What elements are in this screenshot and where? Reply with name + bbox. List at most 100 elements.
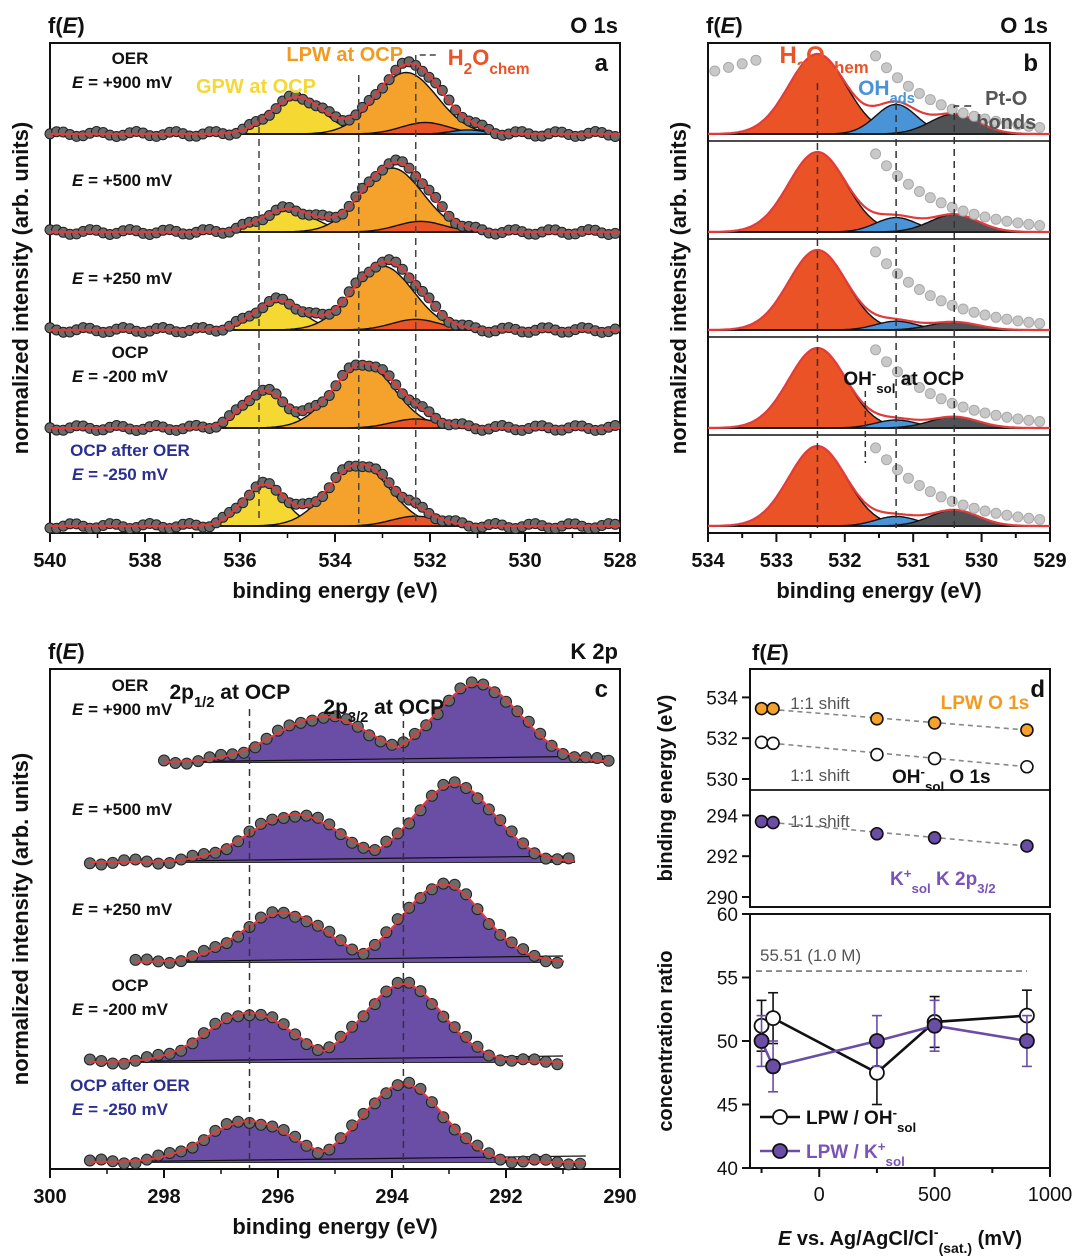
data-point xyxy=(562,852,575,865)
background-data-point xyxy=(1023,512,1035,524)
fit-envelope xyxy=(89,1083,586,1163)
background-data-point xyxy=(902,276,914,288)
background-data-point xyxy=(957,499,969,511)
data-point xyxy=(431,708,444,721)
spectrum-row: OCP after OER E = -250 mV xyxy=(44,441,621,534)
background-data-point xyxy=(1023,218,1035,230)
data-point xyxy=(539,955,552,968)
x-axis-label: E vs. Ag/AgCl/Cl-(sat.) (mV) xyxy=(778,1224,1022,1256)
data-point xyxy=(289,810,302,823)
data-point xyxy=(163,956,176,969)
data-point xyxy=(609,227,621,239)
fit-envelope xyxy=(50,462,620,528)
background-data-point xyxy=(870,148,882,160)
background-data-point xyxy=(979,407,991,419)
row-potential-label: E = +900 mV xyxy=(72,73,173,92)
x-tick-label: 534 xyxy=(691,550,725,572)
y-axis-label: concentration ratio xyxy=(655,950,677,1131)
row-label: OER xyxy=(112,676,149,695)
background-data-point xyxy=(957,303,969,315)
row-label: OCP after OER xyxy=(70,441,190,460)
data-point xyxy=(562,1158,575,1171)
row-label: OER xyxy=(112,49,149,68)
background-data-point xyxy=(935,197,947,209)
data-point xyxy=(505,825,518,838)
spectrum-row xyxy=(707,248,1050,338)
background-data-point xyxy=(1023,316,1035,328)
corner-label-core: O 1s xyxy=(1000,13,1048,38)
k2p-area xyxy=(89,984,564,1062)
background-data-point xyxy=(902,374,914,386)
background-data-point xyxy=(913,382,925,393)
data-point xyxy=(370,171,382,182)
pt-o-bonds-label: bonds xyxy=(976,112,1036,134)
data-point xyxy=(517,1053,530,1066)
background-data-point xyxy=(1001,215,1013,227)
legend-label: LPW / OH-sol xyxy=(806,1105,916,1135)
background-data-point xyxy=(1012,511,1024,523)
background-data-point xyxy=(1034,514,1046,525)
data-point xyxy=(870,826,884,841)
spectrum-row xyxy=(707,150,1050,240)
fit-envelope xyxy=(708,248,1050,332)
data-point xyxy=(414,804,427,817)
data-point xyxy=(425,998,438,1010)
data-point xyxy=(927,751,942,766)
k2p-area xyxy=(89,1084,586,1162)
y-tick-label: 55 xyxy=(717,969,738,990)
background-data-point xyxy=(935,393,947,405)
data-point xyxy=(403,272,415,284)
y-tick-label: 50 xyxy=(717,1032,738,1053)
data-point xyxy=(766,815,780,830)
background-data-point xyxy=(990,213,1002,225)
data-point xyxy=(460,1030,473,1043)
data-point xyxy=(357,101,368,113)
data-point xyxy=(471,1139,484,1152)
background-data-point xyxy=(979,309,991,321)
k2p12-label: 2p1/2 at OCP xyxy=(170,681,291,711)
background-data-point xyxy=(1034,318,1046,329)
data-point xyxy=(140,1051,153,1064)
x-tick-label: 296 xyxy=(261,1186,294,1208)
data-point xyxy=(754,735,769,750)
background-data-point xyxy=(881,454,892,466)
data-point xyxy=(534,727,547,740)
background-data-point xyxy=(1001,313,1013,325)
spectrum-row: OCP E = -200 mV xyxy=(72,976,564,1071)
data-point xyxy=(414,1082,427,1095)
data-point xyxy=(263,109,275,121)
background-data-point xyxy=(935,99,947,111)
panel-label: d xyxy=(1030,676,1045,703)
background-data-point xyxy=(892,464,903,476)
panel-a: 540 538 536 534 532 530 528 binding energy (eV)… xyxy=(8,13,637,603)
background-data-point xyxy=(870,344,882,356)
data-point xyxy=(237,497,249,509)
background-data-point xyxy=(946,201,958,213)
y-axis-label: binding energy (eV) xyxy=(655,695,677,882)
data-point xyxy=(118,854,131,867)
background-data-point xyxy=(1001,117,1013,129)
spectrum-row: E = +250 mV xyxy=(72,877,564,969)
data-point xyxy=(277,1018,290,1031)
x-axis-label: binding energy (eV) xyxy=(232,1214,437,1239)
x-tick-label: 529 xyxy=(1033,550,1066,572)
data-point xyxy=(377,164,388,176)
data-point xyxy=(869,1064,885,1081)
data-point xyxy=(460,888,473,901)
background-data-point xyxy=(709,65,721,77)
oh-ads-label: OHads xyxy=(858,77,915,107)
data-point xyxy=(118,1157,131,1170)
fit-envelope xyxy=(708,52,1050,136)
background-data-point xyxy=(968,110,980,122)
data-point xyxy=(203,751,216,764)
data-point xyxy=(528,1153,541,1166)
h2o-chem-label: H2Ochem xyxy=(779,42,868,77)
data-point xyxy=(500,695,512,708)
legend-marker xyxy=(772,1109,788,1125)
background-data-point xyxy=(892,72,903,84)
fit-envelope xyxy=(708,150,1050,234)
background-data-point xyxy=(946,397,958,409)
data-point xyxy=(528,1053,541,1066)
data-point xyxy=(391,913,404,926)
